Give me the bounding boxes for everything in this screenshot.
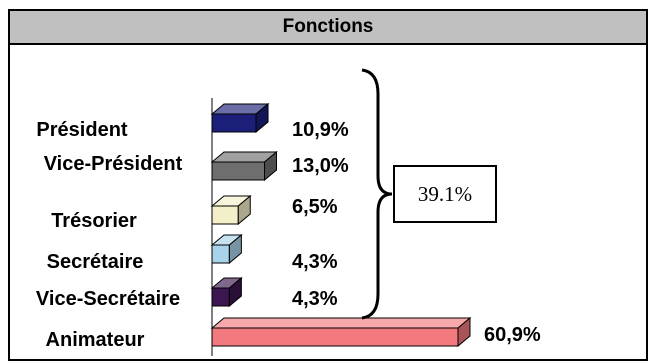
chart-title: Fonctions (10, 11, 646, 45)
chart-frame: Fonctions (8, 9, 648, 361)
bar-5 (210, 276, 243, 308)
bar-front (211, 327, 459, 347)
bar-1 (210, 102, 270, 134)
bar-side (457, 316, 471, 348)
bar-3 (210, 194, 252, 226)
bar-2 (210, 150, 278, 182)
bar-front (211, 244, 230, 264)
category-label: Président (36, 119, 127, 141)
category-label: Trésorier (51, 210, 137, 232)
value-label: 10,9% (292, 119, 349, 141)
category-label: Animateur (46, 329, 145, 351)
category-label: Vice-Secrétaire (36, 288, 180, 310)
value-label: 60,9% (484, 324, 541, 346)
bar-front (211, 205, 239, 225)
bar-front (211, 161, 266, 181)
bar-front (211, 287, 230, 307)
category-label: Secrétaire (47, 251, 144, 273)
value-label: 6,5% (292, 196, 338, 218)
bar-side (228, 276, 242, 308)
bar-side (264, 150, 278, 182)
value-label: 4,3% (292, 288, 338, 310)
bar-side (228, 233, 242, 265)
bar-4 (210, 233, 243, 265)
category-label: Vice-Président (44, 153, 183, 175)
value-label: 4,3% (292, 251, 338, 273)
bar-6 (210, 316, 472, 348)
bar-side (255, 102, 269, 134)
bar-top (210, 317, 472, 329)
group-bracket (361, 68, 393, 320)
value-label: 13,0% (292, 155, 349, 177)
bar-side (237, 194, 251, 226)
group-total-box: 39.1% (393, 165, 497, 223)
bar-front (211, 113, 257, 133)
